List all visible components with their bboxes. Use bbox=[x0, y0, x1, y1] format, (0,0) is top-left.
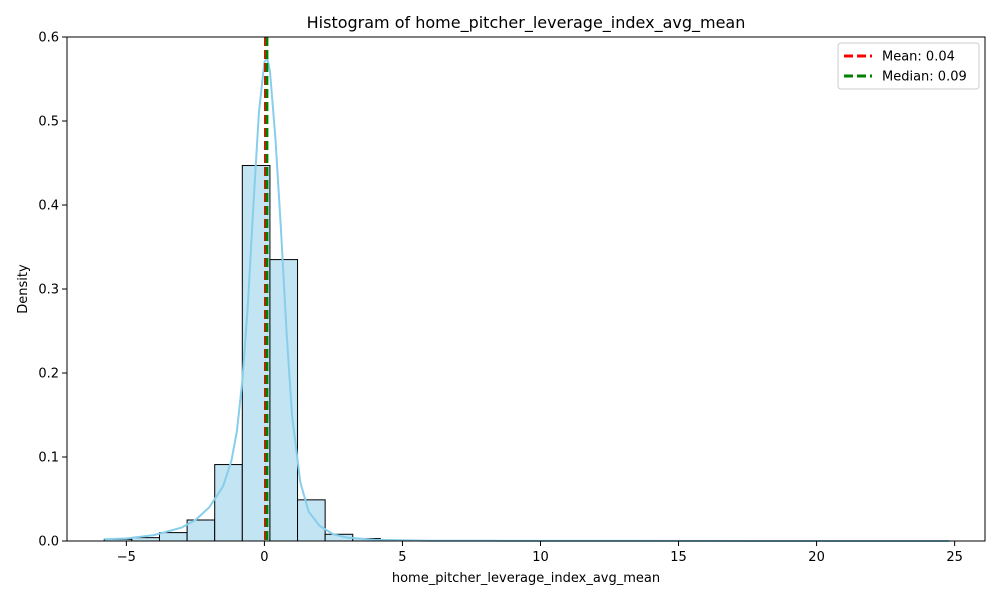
y-tick-label: 0.0 bbox=[38, 535, 59, 550]
reference-lines bbox=[264, 37, 269, 541]
legend-mean-label: Mean: 0.04 bbox=[882, 50, 955, 65]
y-tick-label: 0.2 bbox=[38, 367, 59, 382]
histogram-bar bbox=[214, 464, 243, 542]
y-tick-label: 0.4 bbox=[38, 199, 59, 214]
x-tick-label: 10 bbox=[532, 550, 549, 565]
x-axis-label: home_pitcher_leverage_index_avg_mean bbox=[392, 571, 660, 586]
x-tick-label: 5 bbox=[398, 550, 406, 565]
histogram-bar bbox=[158, 532, 188, 542]
y-tick-label: 0.3 bbox=[38, 283, 59, 298]
histogram-bar bbox=[297, 499, 326, 542]
kde-curve-group bbox=[104, 55, 950, 542]
legend-box bbox=[837, 42, 980, 90]
histogram-bars bbox=[103, 165, 950, 542]
y-axis-ticks: 0.0 0.1 0.2 0.3 0.4 0.5 0.6 bbox=[38, 31, 67, 550]
histogram-bar bbox=[269, 259, 299, 542]
chart-title: Histogram of home_pitcher_leverage_index… bbox=[307, 13, 746, 33]
legend: Mean: 0.04 Median: 0.09 bbox=[837, 42, 980, 90]
x-tick-label: −5 bbox=[117, 550, 136, 565]
y-tick-label: 0.1 bbox=[38, 451, 59, 466]
kde-curve bbox=[104, 55, 950, 542]
x-tick-label: 20 bbox=[808, 550, 825, 565]
x-axis-ticks: −5 0 5 10 15 20 25 bbox=[117, 541, 963, 565]
y-tick-label: 0.6 bbox=[38, 31, 59, 46]
x-tick-label: 0 bbox=[260, 550, 268, 565]
legend-median-label: Median: 0.09 bbox=[882, 70, 967, 85]
y-axis-label: Density bbox=[16, 264, 31, 314]
y-tick-label: 0.5 bbox=[38, 115, 59, 130]
x-tick-label: 15 bbox=[670, 550, 687, 565]
x-tick-label: 25 bbox=[946, 550, 963, 565]
